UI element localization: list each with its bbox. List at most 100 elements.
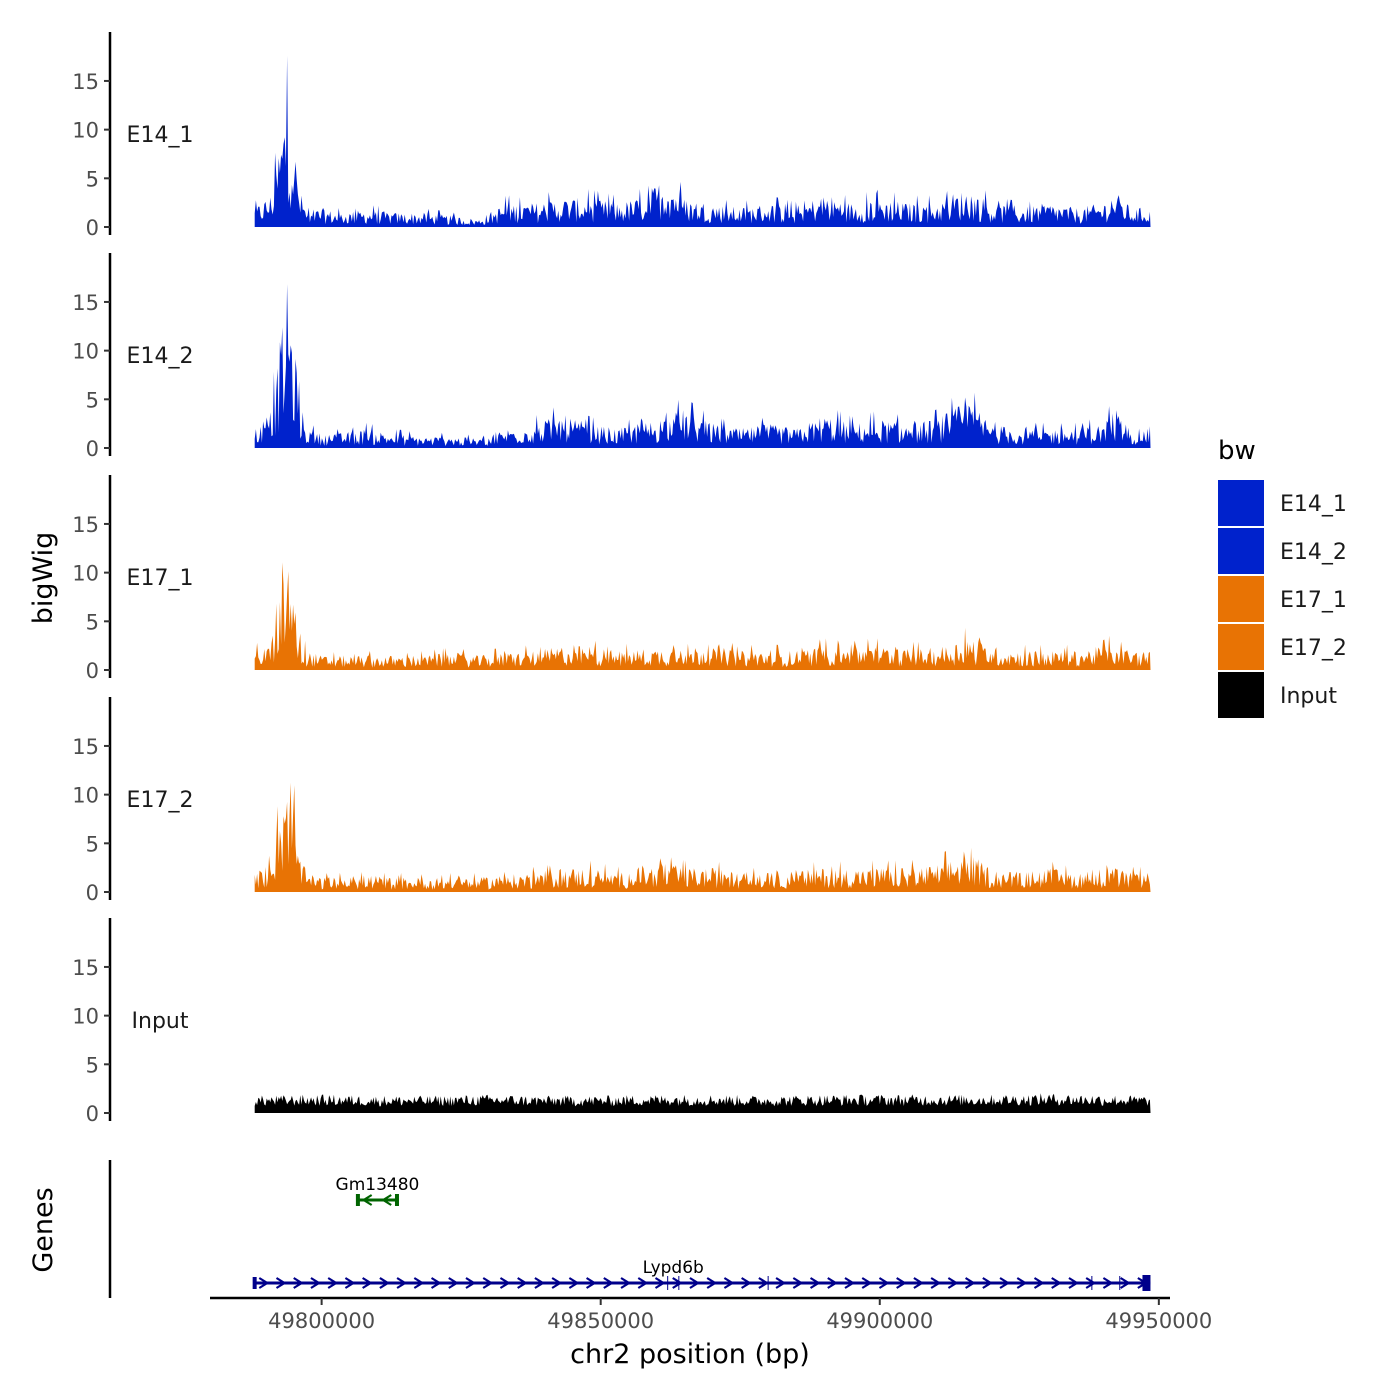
gene-label: Lypd6b	[643, 1258, 704, 1278]
strand-arrow	[741, 1277, 752, 1289]
strand-arrow	[379, 1277, 390, 1289]
strand-arrow	[344, 1277, 356, 1289]
y-tick-label: 10	[72, 562, 99, 586]
bigwig-tracks: 0 5 10 15 E14_1 0 5 10 15 E14_2 0 5 10 15 E17_1 0 5 10 15 E…	[72, 32, 1151, 1126]
strand-arrow	[585, 1277, 597, 1289]
legend-swatch-E17_1	[1218, 576, 1264, 622]
strand-arrow	[361, 1194, 373, 1206]
signal-area-E17_1	[254, 562, 1151, 670]
strand-arrow	[517, 1277, 528, 1289]
strand-arrow	[930, 1277, 942, 1289]
strand-arrow	[448, 1277, 459, 1289]
y-tick-label: 10	[72, 119, 99, 143]
strand-arrow	[534, 1277, 545, 1289]
track-E17_1: 0 5 10 15 E17_1	[72, 475, 1151, 683]
strand-arrow	[603, 1277, 614, 1289]
strand-arrow	[1137, 1277, 1148, 1289]
y-tick-label: 5	[86, 610, 99, 634]
y-tick-label: 10	[72, 1005, 99, 1029]
gene-exon	[394, 1194, 399, 1206]
legend-title: bw	[1218, 436, 1256, 466]
strand-arrow	[913, 1277, 924, 1289]
strand-arrow	[413, 1277, 425, 1289]
strand-arrow	[947, 1277, 959, 1289]
strand-arrow	[1120, 1277, 1131, 1289]
strand-arrow	[293, 1277, 304, 1289]
strand-arrow	[723, 1277, 735, 1289]
legend-label-Input: Input	[1280, 684, 1337, 709]
legend-label-E17_1: E17_1	[1280, 588, 1347, 613]
signal-area-E17_2	[254, 782, 1151, 892]
legend-swatch-E14_1	[1218, 480, 1264, 526]
strand-arrow	[758, 1277, 769, 1289]
strand-arrow	[482, 1277, 494, 1289]
y-tick-label: 0	[86, 437, 99, 461]
legend-label-E14_2: E14_2	[1280, 540, 1347, 565]
strand-arrow	[1033, 1277, 1045, 1289]
x-tick-label: 49800000	[268, 1309, 375, 1333]
strand-arrow	[275, 1277, 287, 1289]
strand-arrow	[672, 1277, 683, 1289]
strand-arrow	[310, 1277, 322, 1289]
strand-arrow	[775, 1277, 787, 1289]
x-tick-label: 49900000	[826, 1309, 933, 1333]
signal-area-E14_2	[254, 284, 1151, 448]
strand-arrow	[362, 1277, 373, 1289]
legend-swatch-E17_2	[1218, 624, 1264, 670]
strand-arrow	[706, 1277, 718, 1289]
track-label: E14_1	[127, 123, 194, 148]
strand-arrow	[1016, 1277, 1028, 1289]
strand-arrow	[689, 1277, 701, 1289]
y-tick-label: 10	[72, 784, 99, 808]
track-Input: 0 5 10 15 Input	[72, 918, 1151, 1126]
gene-label: Gm13480	[336, 1175, 420, 1195]
strand-arrow	[637, 1277, 649, 1289]
strand-arrow	[1051, 1277, 1062, 1289]
legend-swatch-E14_2	[1218, 528, 1264, 574]
gene-Gm13480: Gm13480	[336, 1175, 420, 1206]
gene-exon	[252, 1277, 257, 1289]
strand-arrow	[430, 1277, 442, 1289]
strand-arrow	[465, 1277, 477, 1289]
gene-Lypd6b: Lypd6b	[252, 1258, 1151, 1291]
y-tick-label: 5	[86, 388, 99, 412]
strand-arrow	[551, 1277, 563, 1289]
strand-arrow	[1085, 1277, 1097, 1289]
strand-arrow	[896, 1277, 907, 1289]
y-tick-label: 10	[72, 340, 99, 364]
y-tick-label: 15	[72, 956, 99, 980]
strand-arrow	[964, 1277, 976, 1289]
x-tick-label: 49950000	[1105, 1309, 1212, 1333]
legend-label-E17_2: E17_2	[1280, 636, 1347, 661]
x-axis: 49800000 49850000 49900000 49950000	[210, 1296, 1212, 1333]
strand-arrow	[878, 1277, 890, 1289]
strand-arrow	[396, 1277, 408, 1289]
y-tick-label: 5	[86, 1053, 99, 1077]
track-label: E17_1	[127, 566, 194, 591]
signal-area-Input	[254, 1093, 1151, 1113]
strand-arrow	[1068, 1277, 1080, 1289]
strand-arrow	[982, 1277, 993, 1289]
track-label: E17_2	[127, 788, 194, 813]
strand-arrow	[1102, 1277, 1114, 1289]
y-tick-label: 0	[86, 1102, 99, 1126]
y-tick-label: 5	[86, 832, 99, 856]
strand-arrow	[654, 1277, 666, 1289]
strand-arrow	[258, 1277, 270, 1289]
track-E14_1: 0 5 10 15 E14_1	[72, 32, 1151, 240]
track-E14_2: 0 5 10 15 E14_2	[72, 253, 1151, 461]
track-label: Input	[132, 1009, 189, 1034]
signal-area-E14_1	[254, 55, 1151, 227]
x-axis-title: chr2 position (bp)	[570, 1339, 810, 1370]
genes-axis-title: Genes	[28, 1187, 59, 1272]
legend-label-E14_1: E14_1	[1280, 492, 1347, 517]
strand-arrow	[568, 1277, 580, 1289]
y-tick-label: 0	[86, 881, 99, 905]
legend-swatch-Input	[1218, 672, 1264, 718]
gene-exon	[355, 1194, 360, 1206]
y-axis-title: bigWig	[28, 532, 59, 625]
track-label: E14_2	[127, 344, 194, 369]
y-tick-label: 15	[72, 513, 99, 537]
strand-arrow	[381, 1194, 392, 1206]
strand-arrow	[792, 1277, 804, 1289]
